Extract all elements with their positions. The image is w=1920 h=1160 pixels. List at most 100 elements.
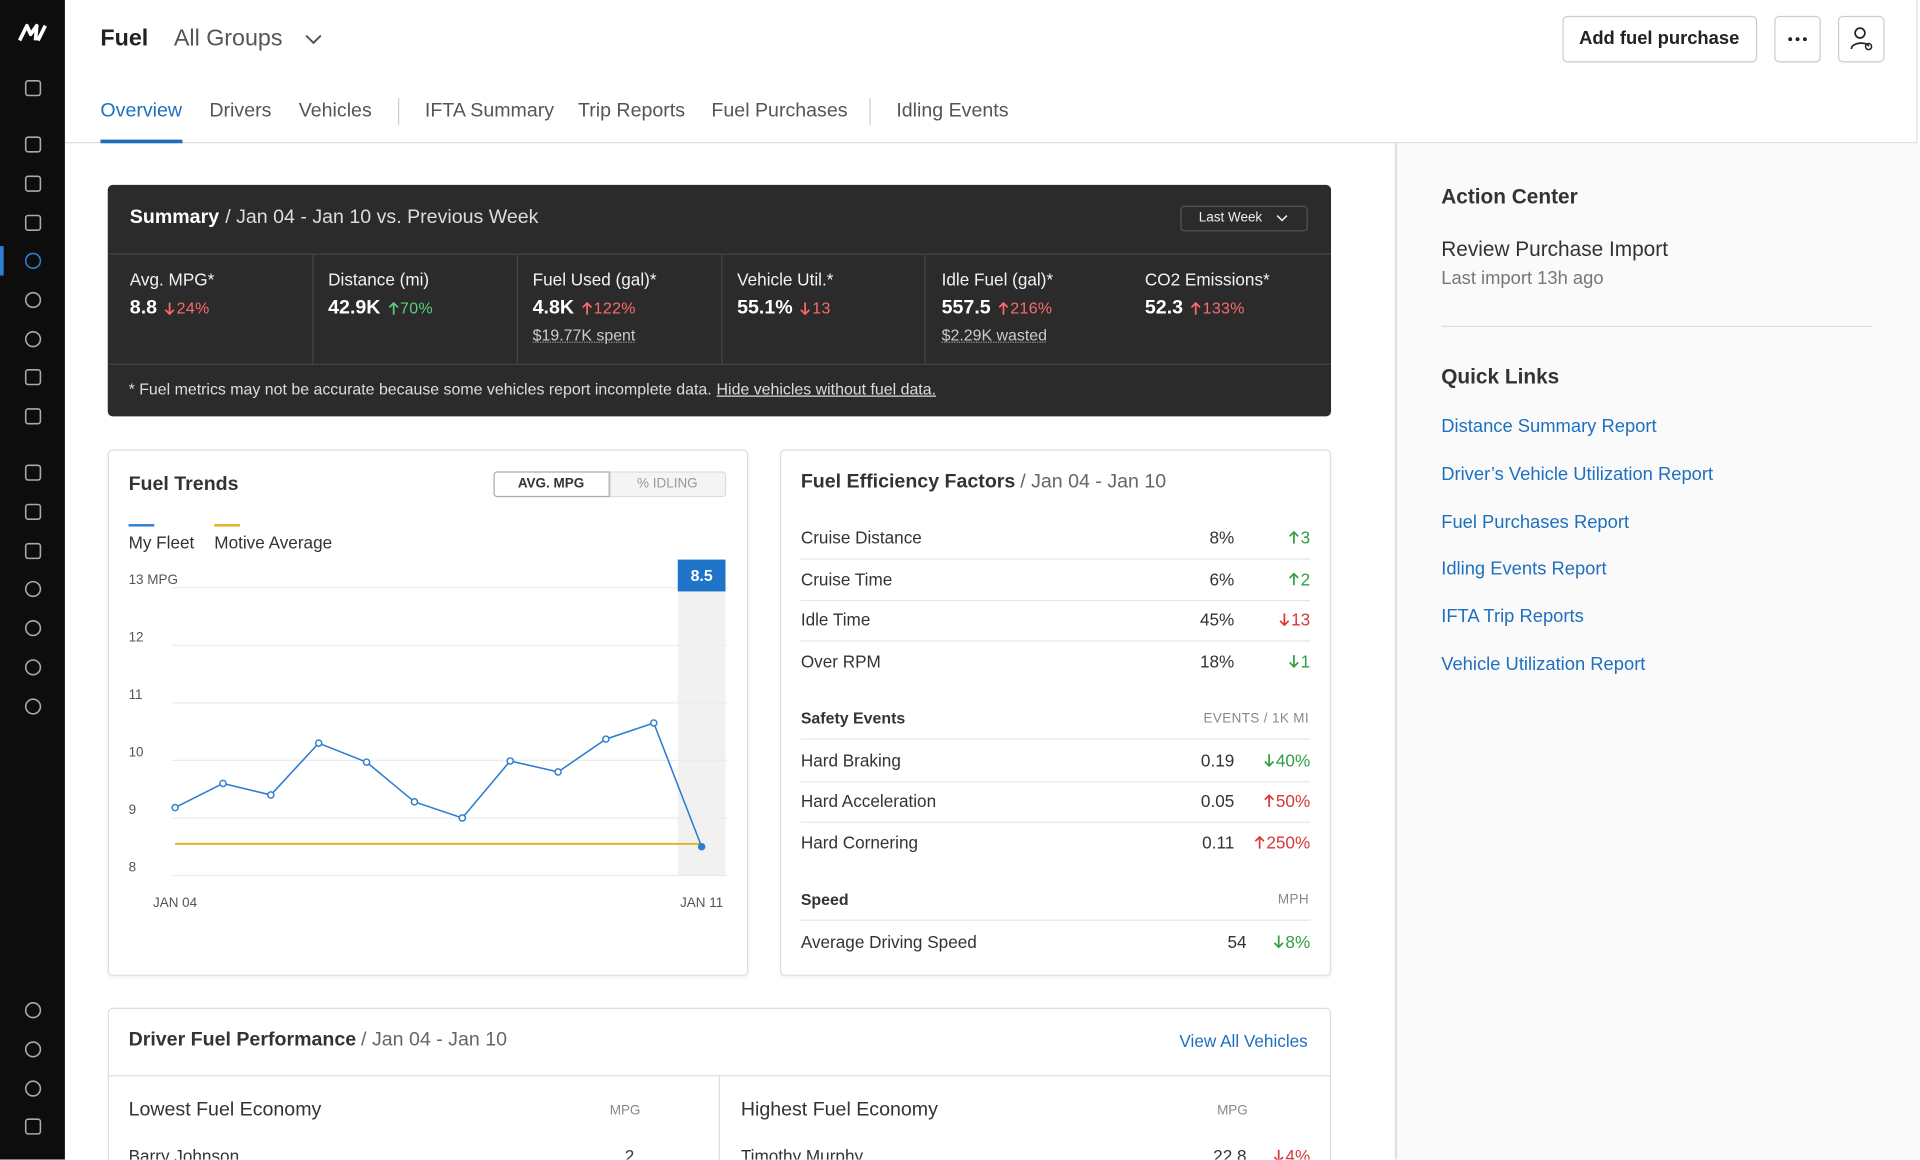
sidebar-icon[interactable]: [23, 78, 43, 98]
legend-swatch: [214, 524, 241, 527]
trend-arrow: [1264, 753, 1275, 767]
sidebar-icon[interactable]: [23, 407, 43, 427]
more-button[interactable]: [1774, 15, 1821, 63]
metric-change: 70%: [400, 298, 434, 318]
metric-label: CO2 Emissions*: [1144, 269, 1270, 289]
sidebar-icon[interactable]: [23, 367, 43, 387]
driver-title-text: Driver Fuel Performance: [128, 1029, 357, 1051]
view-all-link[interactable]: View All Vehicles: [1179, 1031, 1308, 1051]
trend-arrow: [1254, 835, 1265, 848]
header-divider: [64, 142, 1918, 144]
factor-label: Hard Acceleration: [800, 791, 937, 811]
toggle-option[interactable]: [493, 471, 610, 498]
factor-label: Average Driving Speed: [800, 931, 977, 951]
trend-arrow: [1273, 934, 1284, 948]
nav-tab[interactable]: Fuel Purchases: [711, 100, 848, 122]
icon-shape: [24, 214, 42, 232]
metric-value-row: 8.8 24%: [130, 296, 210, 320]
sidebar-icon[interactable]: [23, 1000, 43, 1020]
footnote-link[interactable]: Hide vehicles without fuel data.: [716, 379, 937, 398]
sidebar-icon[interactable]: [23, 541, 43, 561]
action-item-title[interactable]: Review Purchase Import: [1441, 237, 1668, 261]
sidebar-icon[interactable]: [23, 618, 43, 638]
factor-value: 6%: [1209, 568, 1235, 589]
nav-tab[interactable]: Drivers: [209, 100, 272, 122]
quick-link[interactable]: Vehicle Utilization Report: [1441, 653, 1646, 675]
trend-arrow: [1279, 613, 1290, 627]
nav-tab[interactable]: Overview: [100, 100, 183, 122]
factor-value: 0.11: [1202, 832, 1235, 852]
factor-value: 18%: [1199, 650, 1235, 671]
nav-tab[interactable]: Trip Reports: [577, 100, 686, 122]
quick-link[interactable]: Fuel Purchases Report: [1441, 511, 1630, 533]
quick-link[interactable]: Distance Summary Report: [1441, 416, 1657, 438]
nav-tab[interactable]: IFTA Summary: [424, 100, 555, 122]
period-dropdown[interactable]: [1180, 205, 1308, 232]
sidebar-icon[interactable]: [23, 290, 43, 310]
toggle-option[interactable]: [609, 471, 727, 498]
sidebar-icon[interactable]: [23, 1040, 43, 1060]
metric-value-row: 557.5 216%: [942, 296, 1053, 320]
quick-link[interactable]: IFTA Trip Reports: [1441, 606, 1584, 628]
metric-value: 52.3: [1144, 297, 1184, 319]
toggle-label[interactable]: AVG. MPG: [517, 476, 585, 492]
factor-change: 250%: [1254, 830, 1310, 854]
sidebar-icon[interactable]: [23, 135, 43, 155]
arrow-path: [998, 301, 1009, 315]
factor-change: 50%: [1264, 789, 1310, 813]
summary-panel: [107, 184, 1332, 417]
sidebar-icon[interactable]: [23, 658, 43, 678]
sidebar-icon[interactable]: [23, 463, 43, 483]
nav-tab[interactable]: Vehicles: [298, 100, 372, 122]
icon-shape: [24, 580, 42, 598]
quick-link[interactable]: Driver’s Vehicle Utilization Report: [1441, 463, 1714, 485]
column-unit: MPG: [1217, 1103, 1248, 1118]
add-button-frame[interactable]: [1562, 15, 1758, 63]
sidebar-icon[interactable]: [23, 1079, 43, 1099]
group-chevron[interactable]: [305, 34, 322, 45]
icon-shape: [24, 542, 42, 560]
trend-arrow: [388, 301, 399, 315]
action-center-title: Action Center: [1441, 184, 1578, 209]
sidebar-icon[interactable]: [23, 502, 43, 522]
factor-change-value: 3: [1300, 527, 1311, 548]
factor-label: Hard Cornering: [800, 832, 919, 852]
page-title: Fuel: [100, 25, 149, 52]
factor-value: 0.19: [1200, 750, 1235, 770]
metric-note: $19.77K spent: [532, 325, 636, 345]
user-settings-button[interactable]: [1837, 15, 1885, 63]
efficiency-card: [780, 449, 1332, 976]
sidebar-icon[interactable]: [23, 579, 43, 599]
driver-divider: [107, 1075, 1332, 1077]
sidebar-icon[interactable]: [23, 1117, 43, 1137]
summary-title-text: Summary: [129, 206, 220, 228]
quick-link[interactable]: Idling Events Report: [1441, 558, 1607, 580]
summary-divider: [107, 363, 1332, 365]
trend-arrow: [1289, 654, 1299, 668]
row-divider: [800, 918, 1311, 921]
sidebar-icon[interactable]: [23, 174, 43, 194]
group-selector[interactable]: All Groups: [173, 25, 283, 52]
row-divider: [800, 599, 1311, 601]
toggle-label[interactable]: % IDLING: [637, 476, 698, 492]
sidebar-icon[interactable]: [23, 697, 43, 717]
sidebar-icon[interactable]: [23, 329, 43, 349]
trend-arrow: [1190, 301, 1201, 315]
factor-change: 2: [1288, 566, 1310, 590]
metric-value-row: 42.9K 70%: [328, 296, 433, 320]
sidebar-icon[interactable]: [23, 251, 43, 271]
period-label[interactable]: Last Week: [1198, 210, 1263, 226]
nav-tab[interactable]: Idling Events: [896, 100, 1009, 122]
trend-arrow: [1289, 571, 1299, 585]
sidebar-icon[interactable]: [23, 213, 43, 233]
row-divider: [800, 640, 1311, 642]
driver-name: Barry Johnson: [128, 1146, 240, 1160]
arrow-path: [1289, 571, 1299, 585]
trend-arrow: [165, 302, 175, 316]
metric-change: 24%: [176, 298, 210, 318]
section-unit: MPH: [1277, 892, 1309, 907]
logo[interactable]: [17, 22, 49, 44]
metric-value: 42.9K: [328, 297, 381, 319]
add-fuel-button[interactable]: Add fuel purchase: [1579, 28, 1740, 49]
period-chevron[interactable]: [1276, 214, 1288, 223]
